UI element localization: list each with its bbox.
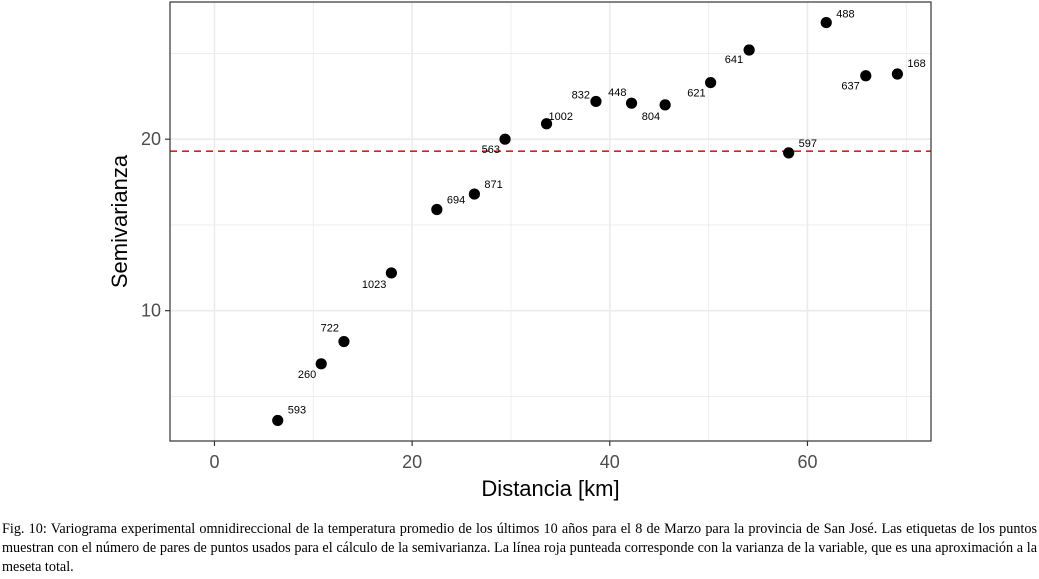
point-label: 448 bbox=[608, 87, 626, 99]
x-tick-label: 60 bbox=[797, 452, 817, 472]
data-point bbox=[783, 147, 795, 159]
data-point bbox=[705, 76, 717, 89]
variogram-chart: 593 260 722 1023 694 871 563 1002 832 448 804 621 64… bbox=[107, 1, 932, 501]
data-point bbox=[743, 44, 755, 56]
y-axis-title: Semivarianza bbox=[107, 154, 132, 288]
data-point bbox=[272, 414, 284, 427]
data-point bbox=[499, 133, 511, 145]
point-label: 488 bbox=[836, 9, 854, 21]
data-point bbox=[820, 16, 832, 29]
point-label: 694 bbox=[447, 194, 465, 206]
minor-gridlines bbox=[170, 2, 931, 441]
major-gridlines bbox=[170, 2, 931, 441]
point-label: 1023 bbox=[362, 279, 386, 291]
data-point bbox=[540, 118, 553, 130]
x-tick-label: 40 bbox=[600, 452, 620, 472]
data-point bbox=[860, 70, 872, 82]
data-point bbox=[385, 267, 397, 279]
point-label: 593 bbox=[288, 404, 306, 416]
y-tick-label: 10 bbox=[141, 301, 161, 321]
point-label: 168 bbox=[907, 58, 925, 70]
data-point bbox=[431, 203, 443, 216]
point-label: 641 bbox=[725, 54, 743, 66]
data-point bbox=[891, 68, 903, 80]
data-point bbox=[625, 97, 638, 109]
point-labels: 593 260 722 1023 694 871 563 1002 832 448 804 621 64… bbox=[288, 9, 926, 417]
point-label: 563 bbox=[482, 144, 500, 156]
data-points bbox=[272, 16, 903, 427]
point-label: 804 bbox=[642, 111, 660, 123]
y-axis-ticks: 10 20 bbox=[141, 129, 170, 321]
x-axis-ticks: 0 20 40 60 bbox=[209, 441, 817, 472]
data-point bbox=[315, 358, 327, 370]
data-point bbox=[659, 99, 671, 111]
panel-border bbox=[169, 1, 932, 442]
point-label: 832 bbox=[572, 89, 590, 101]
x-tick-label: 0 bbox=[209, 452, 219, 472]
point-label: 260 bbox=[298, 369, 316, 381]
data-point bbox=[338, 335, 350, 348]
point-label: 722 bbox=[321, 323, 339, 335]
point-label: 621 bbox=[687, 88, 705, 100]
figure-caption: Fig. 10: Variograma experimental omnidir… bbox=[2, 521, 1037, 575]
data-point bbox=[468, 188, 480, 200]
data-point bbox=[590, 95, 602, 108]
point-label: 637 bbox=[841, 81, 859, 93]
point-label: 1002 bbox=[549, 111, 573, 123]
x-tick-label: 20 bbox=[402, 452, 422, 472]
x-axis-title: Distancia [km] bbox=[481, 476, 619, 501]
y-tick-label: 20 bbox=[141, 129, 161, 149]
point-label: 597 bbox=[799, 138, 817, 150]
point-label: 871 bbox=[484, 179, 502, 191]
